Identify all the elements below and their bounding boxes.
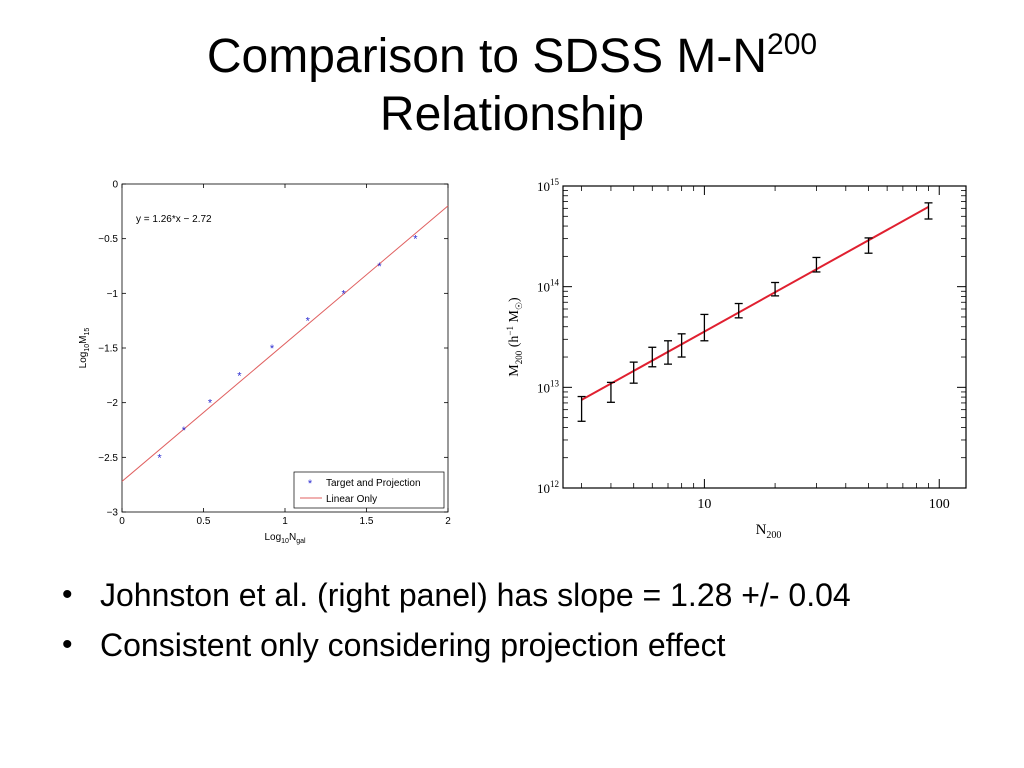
bullet-item: • Consistent only considering projection … [62,627,726,663]
x-tick-label: 1 [282,516,288,527]
y-tick-label: −2.5 [98,453,118,464]
slide-title: Comparison to SDSS M-N200 Relationship [0,28,1024,144]
data-point: * [413,234,418,246]
bullet-list: • Johnston et al. (right panel) has slope… [58,575,978,675]
y-tick-label: −3 [107,508,119,519]
y-tick-label: −1 [107,289,119,300]
legend-label: Linear Only [326,494,377,505]
title-superscript: 200 [767,28,818,61]
data-point: * [377,261,382,273]
y-tick-label: 1014 [537,278,560,295]
plot-frame [562,185,967,489]
y-axis-label: Log10M15 [78,328,91,369]
fit-line [121,205,449,482]
x-tick-label: 1.5 [360,516,374,527]
y-tick-label: −2 [107,398,119,409]
bullet-item: • Johnston et al. (right panel) has slope… [62,577,851,613]
data-point: * [182,425,187,437]
data-point: * [342,288,347,300]
x-tick-label: 0.5 [197,516,211,527]
data-point: * [237,370,242,382]
right-chart: 1015 1014 1013 1012 10 100 N200 M200 (h−1 M☉) [490,170,980,550]
plot-frame [121,183,449,513]
bullet-text: Johnston et al. (right panel) has slope … [100,577,851,613]
data-point: * [306,316,311,328]
title-line-2: Relationship [379,88,645,141]
fit-line [581,206,929,401]
x-tick-label: 0 [119,516,125,527]
legend-label: Target and Projection [326,478,421,489]
y-tick-label: −1.5 [98,344,118,355]
left-chart-svg: 0 0.5 1 1.5 2 0 −0.5 −1 −1.5 −2 −2.5 −3 Log10Ngal Log… [78,180,451,546]
fit-equation: y = 1.26*x − 2.72 [136,214,212,225]
y-tick-label: 0 [112,180,118,191]
x-axis-label: N200 [756,522,782,541]
data-point: * [270,343,275,355]
title-main: Comparison to SDSS M-N [206,30,768,83]
data-point: * [208,398,213,410]
y-tick-label: 1015 [537,177,560,194]
left-chart: 0 0.5 1 1.5 2 0 −0.5 −1 −1.5 −2 −2.5 −3 Log10Ngal Log… [70,172,460,550]
y-tick-label: 1013 [537,378,560,395]
bullet-text: Consistent only considering projection e… [100,627,726,663]
x-tick-label: 2 [445,516,451,527]
right-chart-svg: 1015 1014 1013 1012 10 100 N200 M200 (h−1 M☉) [505,177,967,541]
y-tick-label: −0.5 [98,234,118,245]
x-tick-label: 100 [929,497,950,512]
y-axis-label: M200 (h−1 M☉) [505,297,524,377]
x-tick-label: 10 [697,497,711,512]
data-point: * [157,452,162,464]
legend-marker: * [308,478,313,490]
y-tick-label: 1012 [537,479,559,496]
legend-box [293,471,445,509]
x-axis-label: Log10Ngal [264,532,306,545]
